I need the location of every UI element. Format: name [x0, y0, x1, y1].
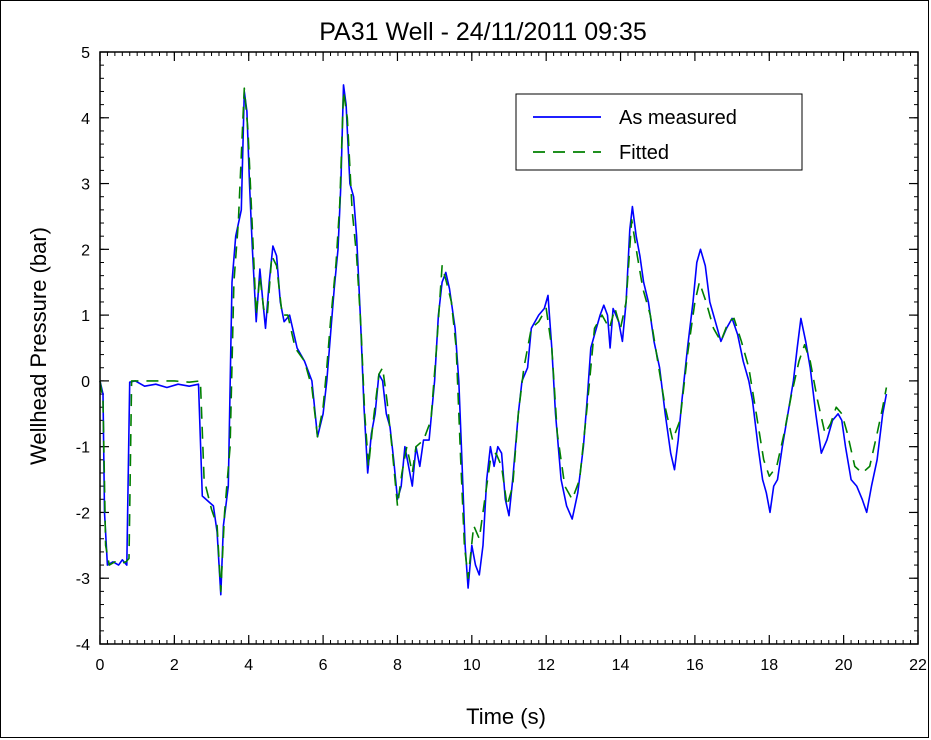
y-tick-label: 3 — [81, 177, 90, 194]
x-tick-label: 2 — [170, 657, 179, 674]
x-tick-label: 12 — [537, 657, 555, 674]
y-tick-label: -2 — [76, 505, 90, 522]
x-tick-label: 0 — [96, 657, 105, 674]
y-tick-label: 1 — [81, 308, 90, 325]
y-axis-label: Wellhead Pressure (bar) — [26, 227, 51, 465]
legend: As measured Fitted — [515, 93, 803, 171]
chart-title: PA31 Well - 24/11/2011 09:35 — [319, 18, 647, 46]
series-line-fitted — [99, 87, 888, 593]
legend-label-as-measured: As measured — [619, 107, 737, 129]
y-tick-label: -4 — [76, 637, 90, 654]
x-axis-label: Time (s) — [466, 704, 546, 729]
x-tick-label: 4 — [244, 657, 253, 674]
x-tick-label: 6 — [319, 657, 328, 674]
y-tick-label: 4 — [81, 111, 90, 128]
x-tick-label: 18 — [760, 657, 778, 674]
x-tick-label: 10 — [463, 657, 481, 674]
y-tick-label: 0 — [81, 374, 90, 391]
x-tick-label: 20 — [835, 657, 853, 674]
plot-border — [99, 51, 919, 645]
y-tick-label: -1 — [76, 440, 90, 457]
y-tick-label: -3 — [76, 571, 90, 588]
plot-area — [99, 84, 888, 596]
legend-label-fitted: Fitted — [619, 142, 669, 164]
x-tick-label: 8 — [393, 657, 402, 674]
y-tick-label: 5 — [81, 45, 90, 62]
x-tick-label: 14 — [612, 657, 630, 674]
legend-box — [515, 93, 803, 171]
y-tick-label: 2 — [81, 242, 90, 259]
x-tick-label: 16 — [686, 657, 704, 674]
x-tick-label: 22 — [909, 657, 927, 674]
